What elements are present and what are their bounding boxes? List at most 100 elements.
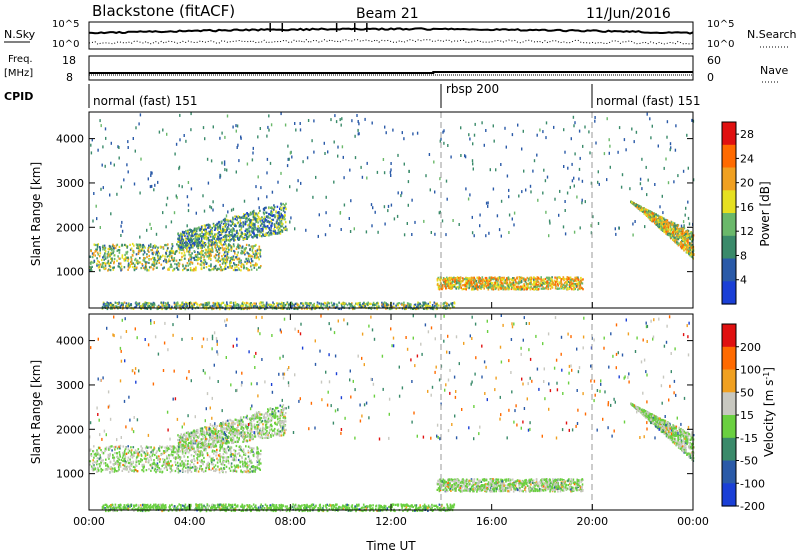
scatter-cell	[229, 240, 231, 243]
scatter-cell	[455, 278, 457, 281]
scatter-cell	[233, 258, 235, 261]
scatter-cell	[184, 254, 186, 257]
scatter-cell	[211, 304, 214, 308]
scatter-cell	[218, 305, 221, 308]
scatter-cell	[569, 276, 572, 279]
scatter-cell	[212, 301, 215, 305]
scatter-cell	[145, 267, 147, 270]
scatter-cell	[195, 234, 197, 237]
scatter-cell	[251, 255, 254, 258]
scatter-cell	[530, 279, 532, 282]
noise-cell	[361, 175, 364, 179]
scatter-cell	[255, 235, 257, 238]
scatter-cell	[263, 208, 266, 211]
scatter-cell	[218, 234, 221, 237]
scatter-cell	[443, 280, 445, 283]
scatter-cell	[523, 286, 525, 289]
noise-cell	[650, 136, 652, 140]
scatter-cell	[275, 231, 277, 234]
scatter-cell	[576, 277, 578, 280]
scatter-cell	[277, 225, 280, 228]
scatter-cell	[575, 280, 578, 283]
scatter-cell	[283, 228, 286, 231]
scatter-cell	[150, 302, 152, 305]
scatter-cell	[535, 282, 537, 285]
scatter-cell	[196, 227, 199, 230]
scatter-cell	[229, 264, 231, 267]
scatter-cell	[225, 305, 227, 308]
scatter-cell	[268, 212, 270, 216]
scatter-cell	[148, 302, 150, 305]
scatter-cell	[427, 302, 430, 305]
scatter-cell	[653, 218, 656, 221]
scatter-cell	[545, 281, 548, 284]
scatter-cell	[495, 278, 497, 281]
scatter-cell	[268, 303, 270, 306]
scatter-cell	[544, 277, 547, 281]
scatter-cell	[172, 252, 175, 255]
scatter-cell	[166, 304, 168, 307]
noise-cell	[287, 157, 289, 161]
scatter-cell	[466, 277, 468, 280]
scatter-cell	[550, 286, 553, 289]
scatter-cell	[674, 224, 677, 227]
scatter-cell	[226, 303, 228, 306]
scatter-cell	[157, 254, 159, 257]
scatter-cell	[151, 252, 154, 255]
scatter-cell	[676, 231, 679, 234]
scatter-cell	[135, 261, 138, 264]
scatter-cell	[216, 250, 219, 253]
scatter-cell	[194, 240, 197, 244]
scatter-cell	[125, 302, 128, 305]
noise-cell	[259, 127, 261, 130]
scatter-cell	[229, 236, 231, 239]
scatter-cell	[169, 250, 172, 253]
scatter-cell	[180, 233, 183, 236]
scatter-cell	[96, 245, 99, 248]
scatter-cell	[167, 267, 170, 270]
scatter-cell	[456, 276, 459, 279]
scatter-cell	[273, 223, 276, 226]
noise-cell	[498, 228, 501, 232]
noise-cell	[208, 225, 210, 229]
scatter-cell	[233, 245, 235, 248]
scatter-cell	[98, 261, 100, 264]
scatter-cell	[201, 252, 203, 255]
noise-cell	[117, 145, 119, 149]
noise-cell	[276, 219, 278, 223]
noise-cell	[162, 211, 164, 215]
scatter-cell	[520, 288, 522, 291]
noise-cell	[92, 219, 94, 223]
scatter-cell	[279, 230, 282, 233]
noise-cell	[337, 145, 339, 149]
scatter-cell	[270, 303, 273, 307]
scatter-cell	[279, 223, 281, 226]
scatter-cell	[191, 238, 193, 241]
scatter-cell	[519, 280, 521, 283]
scatter-cell	[112, 250, 115, 253]
noise-cell	[330, 118, 332, 122]
scatter-cell	[666, 219, 669, 222]
scatter-cell	[413, 303, 416, 307]
scatter-cell	[221, 244, 223, 247]
scatter-cell	[211, 250, 214, 253]
noise-cell	[559, 189, 561, 193]
scatter-cell	[666, 233, 669, 236]
noise-cell	[268, 128, 270, 132]
scatter-cell	[274, 214, 276, 217]
scatter-cell	[482, 278, 484, 281]
scatter-cell	[218, 268, 221, 271]
scatter-cell	[325, 305, 327, 308]
scatter-cell	[431, 307, 434, 310]
scatter-cell	[427, 304, 429, 307]
scatter-cell	[511, 281, 514, 284]
scatter-cell	[553, 283, 555, 286]
scatter-cell	[454, 282, 457, 286]
scatter-cell	[566, 276, 569, 279]
scatter-cell	[651, 212, 654, 215]
noise-cell	[469, 193, 471, 197]
noise-cell	[542, 130, 544, 134]
scatter-cell	[497, 283, 499, 286]
noise-cell	[100, 187, 102, 191]
scatter-cell	[218, 245, 220, 248]
